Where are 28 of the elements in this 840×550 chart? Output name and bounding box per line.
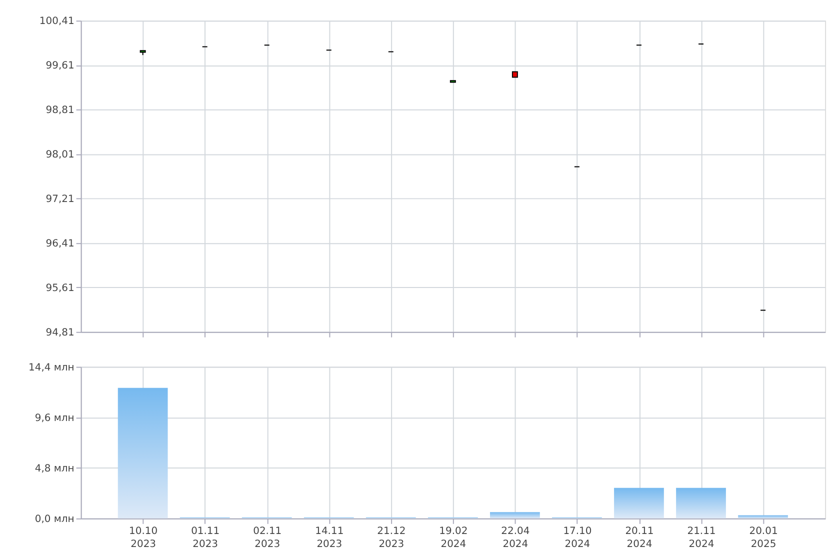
x-tick-label: 02.11 2023 [253,526,282,550]
y-tick-label: 96,41 [46,238,74,250]
x-tick-label: 21.12 2023 [377,526,406,550]
y-tick-label: 95,61 [46,282,74,294]
y-tick-label: 0,0 млн [34,514,74,525]
x-tick-label: 19.02 2024 [439,526,468,550]
y-tick-label: 14,4 млн [28,362,74,374]
bar [118,388,168,518]
bar [676,488,726,518]
y-tick-label: 4,8 млн [34,463,74,474]
x-tick-label: 14.11 2023 [315,526,344,550]
x-tick-label: 22.04 2024 [501,526,530,550]
x-tick-label: 20.01 2025 [749,526,778,550]
x-tick-label: 17.10 2024 [563,526,592,550]
bar [614,488,664,518]
x-tick-label: 01.11 2023 [191,526,220,550]
y-tick-label: 94,81 [46,327,74,338]
bar [738,515,788,518]
bar [490,512,540,518]
y-tick-label: 100,41 [39,16,74,28]
y-tick-label: 9,6 млн [34,412,74,424]
y-tick-label: 97,21 [46,194,74,205]
y-tick-label: 98,81 [46,105,74,116]
x-tick-label: 20.11 2024 [625,526,654,550]
x-tick-label: 21.11 2024 [687,526,716,550]
y-tick-label: 99,61 [46,60,74,72]
y-tick-label: 98,01 [46,150,74,160]
x-tick-label: 10.10 2023 [129,526,158,550]
